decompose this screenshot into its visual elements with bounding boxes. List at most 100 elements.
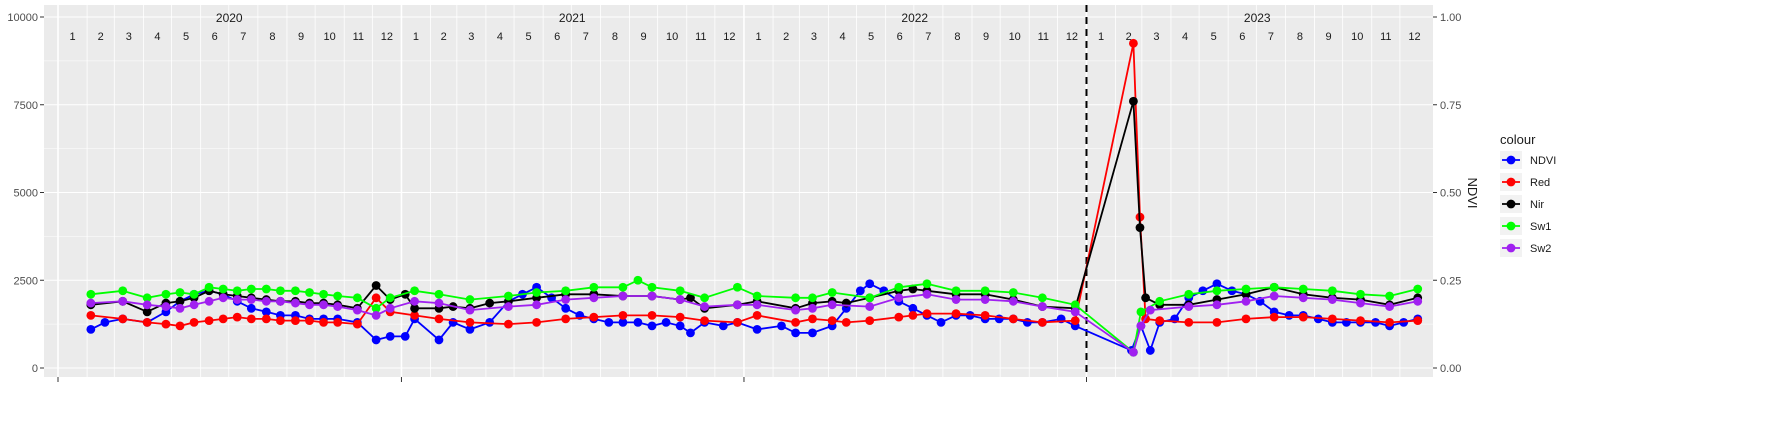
data-point [865, 302, 875, 311]
month-label: 12 [1408, 31, 1420, 43]
data-point [1327, 286, 1337, 296]
y2-tick-label: 0.00 [1440, 363, 1461, 375]
y2-tick-label: 0.75 [1440, 100, 1461, 112]
data-point [532, 317, 541, 327]
data-point [1284, 310, 1294, 320]
y-tick-label: 5000 [14, 188, 38, 200]
data-point [1385, 291, 1394, 301]
data-point [1070, 307, 1080, 317]
data-point [1298, 293, 1308, 303]
y-tick-label: 7500 [14, 100, 38, 112]
data-point [808, 314, 817, 324]
month-label: 11 [695, 31, 706, 43]
data-series [86, 38, 1423, 357]
data-point [1037, 293, 1047, 303]
data-point [589, 312, 599, 322]
data-point [922, 309, 932, 318]
data-point [1385, 317, 1394, 327]
data-point [647, 282, 657, 292]
data-point [908, 284, 918, 294]
month-label: 9 [640, 31, 646, 43]
month-label: 2 [441, 31, 447, 43]
data-point [1037, 302, 1047, 311]
data-point [86, 298, 96, 308]
month-label: 12 [723, 31, 735, 43]
month-label: 10 [1351, 31, 1363, 43]
data-point [752, 310, 762, 320]
data-point [777, 321, 786, 331]
month-label: 10 [324, 31, 336, 43]
data-point [1008, 288, 1018, 297]
data-point [894, 312, 904, 322]
data-point [1327, 314, 1337, 324]
month-label: 8 [954, 31, 960, 43]
data-point [276, 286, 285, 296]
data-point [305, 316, 314, 326]
data-point [700, 316, 709, 326]
data-point [118, 314, 128, 324]
data-point [865, 293, 875, 303]
data-point [204, 282, 214, 292]
data-point [1184, 289, 1194, 299]
data-point [922, 289, 932, 299]
data-point [633, 317, 643, 327]
data-point [385, 332, 395, 341]
legend-label: Nir [1530, 199, 1544, 211]
data-point [951, 295, 961, 304]
data-point [261, 314, 271, 324]
legend-label: Red [1530, 177, 1550, 189]
data-point [532, 300, 541, 310]
month-label: 9 [983, 31, 989, 43]
data-point [922, 279, 932, 289]
series-sw1 [86, 275, 1423, 357]
data-point [291, 286, 300, 296]
data-point [1356, 289, 1365, 299]
data-point [647, 321, 657, 331]
month-label: 7 [583, 31, 589, 43]
data-point [1356, 298, 1365, 308]
data-point [118, 296, 128, 306]
data-point [218, 293, 228, 303]
data-point [319, 300, 328, 310]
month-label: 5 [868, 31, 874, 43]
month-label: 12 [1066, 31, 1078, 43]
data-point [142, 300, 152, 310]
data-point [276, 296, 285, 306]
data-point [936, 317, 946, 327]
legend-label: NDVI [1530, 155, 1556, 167]
data-point [1227, 286, 1237, 296]
data-point [410, 296, 419, 306]
data-point [980, 310, 990, 320]
month-label: 1 [413, 31, 419, 43]
data-point [1212, 300, 1222, 310]
month-label: 11 [1380, 31, 1391, 43]
y-tick-label: 2500 [14, 275, 38, 287]
data-point [908, 310, 918, 320]
month-label: 2 [98, 31, 104, 43]
data-point [333, 291, 343, 301]
legend-key-point [1506, 155, 1516, 165]
data-point [352, 305, 362, 315]
data-point [733, 317, 742, 327]
data-point [1184, 302, 1194, 311]
data-point [232, 286, 242, 296]
data-point [142, 293, 152, 303]
data-point [686, 328, 695, 338]
data-point [675, 321, 685, 331]
data-point [894, 293, 904, 303]
month-label: 8 [1297, 31, 1303, 43]
data-point [1070, 300, 1080, 310]
data-point [1298, 284, 1308, 294]
data-point [561, 286, 571, 296]
data-point [1136, 307, 1146, 317]
data-point [333, 302, 343, 311]
month-label: 2 [1126, 31, 1132, 43]
data-point [700, 302, 709, 311]
data-point [189, 317, 199, 327]
data-point [1037, 317, 1047, 327]
data-point [305, 300, 314, 310]
axes: 0 2500 5000 7500 10000 0.00 0.25 0.50 0.75 1.00 [7, 12, 1461, 382]
data-point [618, 282, 628, 292]
data-point [618, 291, 628, 301]
